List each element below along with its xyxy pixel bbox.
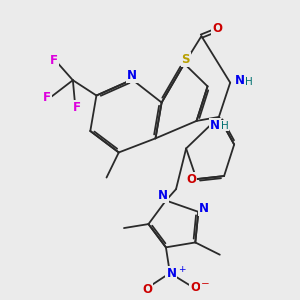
Text: N: N [234,74,244,87]
Text: O: O [212,22,222,35]
Text: H: H [245,77,253,87]
Text: O: O [142,283,152,296]
Text: H: H [220,121,228,130]
Text: F: F [73,100,80,114]
Text: F: F [43,91,51,104]
Text: O: O [186,173,196,186]
Text: O: O [190,281,200,294]
Text: N: N [199,202,209,215]
Text: F: F [50,54,58,67]
Text: N: N [167,267,176,280]
Text: N: N [127,69,137,82]
Text: N: N [210,119,220,132]
Text: +: + [178,265,185,274]
Text: −: − [201,279,210,290]
Text: S: S [182,53,190,66]
Text: N: N [158,189,168,203]
